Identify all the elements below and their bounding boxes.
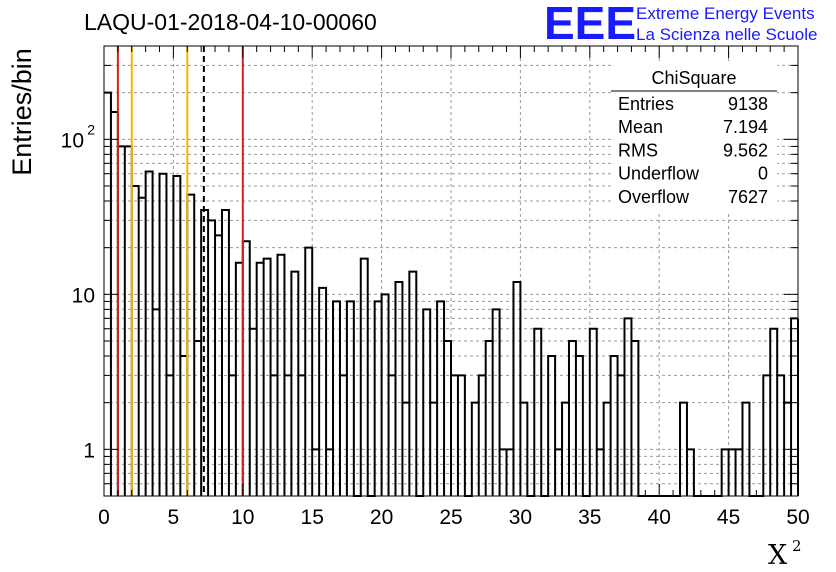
histogram-bars bbox=[104, 91, 799, 497]
stats-row-label: Mean bbox=[618, 117, 663, 137]
stats-row-label: Entries bbox=[618, 94, 674, 114]
y-tick-label: 10 bbox=[72, 284, 95, 307]
y-tick-label: 10 2 bbox=[61, 121, 96, 152]
y-tick-label-base: 10 bbox=[61, 129, 84, 152]
stats-title: ChiSquare bbox=[651, 68, 736, 88]
logo-line-1: Extreme Energy Events bbox=[636, 4, 815, 23]
x-tick-label: 40 bbox=[648, 506, 671, 529]
x-tick-label: 35 bbox=[578, 506, 601, 529]
stats-row-label: Underflow bbox=[618, 164, 700, 184]
stats-box: ChiSquare Entries 9138 Mean 7.194 RMS 9.562 Un… bbox=[611, 63, 777, 211]
stats-row-value: 7.194 bbox=[723, 117, 768, 137]
stats-row-label: Overflow bbox=[618, 187, 690, 207]
eee-logo: EEE Extreme Energy Events La Scienza nel… bbox=[544, 0, 817, 49]
x-tick-label: 30 bbox=[509, 506, 532, 529]
x-tick-label: 15 bbox=[301, 506, 324, 529]
x-tick-label: 5 bbox=[168, 506, 180, 529]
reference-lines bbox=[116, 46, 244, 496]
y-tick-label: 1 bbox=[83, 439, 95, 462]
y-axis-label: Entries/bin bbox=[7, 48, 37, 176]
x-tick-label: 25 bbox=[439, 506, 462, 529]
x-tick-label: 10 bbox=[231, 506, 254, 529]
logo-line-2: La Scienza nelle Scuole bbox=[636, 25, 817, 44]
x-tick-label: 0 bbox=[98, 506, 110, 529]
x-tick-label: 20 bbox=[370, 506, 393, 529]
x-axis-label: X 2 bbox=[768, 537, 802, 571]
stats-row-value: 9138 bbox=[728, 94, 768, 114]
histogram-title: LAQU-01-2018-04-10-00060 bbox=[84, 9, 377, 35]
y-tick-label-exponent: 2 bbox=[87, 121, 95, 137]
stats-row-value: 9.562 bbox=[723, 140, 768, 160]
stats-row-label: RMS bbox=[618, 140, 658, 160]
logo-mark: EEE bbox=[544, 0, 636, 49]
stats-box-background bbox=[611, 63, 777, 211]
x-tick-label: 45 bbox=[717, 506, 740, 529]
x-axis-label-exponent: 2 bbox=[792, 537, 802, 555]
x-axis-ticks: 0 5 10 15 20 25 30 35 40 45 50 bbox=[98, 46, 810, 529]
stats-row-value: 0 bbox=[758, 164, 768, 184]
stats-rows: Entries 9138 Mean 7.194 RMS 9.562 Underflow 0 Ov… bbox=[618, 94, 768, 207]
x-tick-label: 50 bbox=[786, 506, 809, 529]
x-axis-label-base: X bbox=[768, 540, 788, 571]
stats-row-value: 7627 bbox=[728, 187, 768, 207]
